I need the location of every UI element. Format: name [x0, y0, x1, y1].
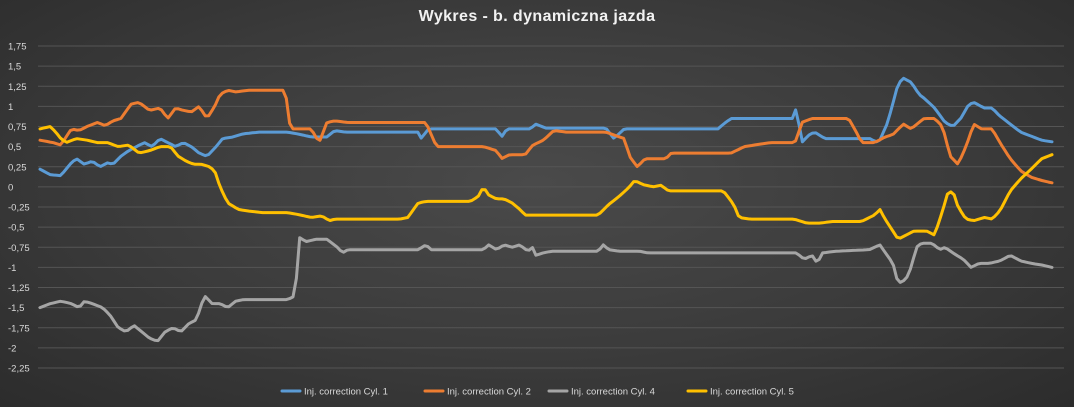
legend-label: Inj. correction Cyl. 4 [571, 387, 655, 398]
y-tick-label: 0,25 [8, 162, 27, 173]
y-tick-label: 1 [8, 102, 13, 113]
legend-label: Inj. correction Cyl. 1 [304, 387, 388, 398]
legend-label: Inj. correction Cyl. 2 [447, 387, 531, 398]
y-tick-label: 1,25 [8, 82, 27, 93]
series-line-cyl-3 [38, 236, 1054, 343]
y-tick-label: -0,25 [8, 203, 30, 214]
series-line-cyl-1 [38, 76, 1054, 178]
y-tick-label: 0 [8, 182, 13, 193]
y-tick-label: 0,75 [8, 122, 27, 133]
legend-label: Inj. correction Cyl. 5 [710, 387, 794, 398]
y-tick-label: -1 [8, 263, 16, 274]
y-tick-label: -0,75 [8, 243, 30, 254]
series-line-cyl-2 [38, 88, 1054, 185]
y-tick-label: -1,5 [8, 303, 24, 314]
y-tick-label: -2,25 [8, 364, 30, 375]
y-tick-label: -1,25 [8, 283, 30, 294]
chart-title: Wykres - b. dynamiczna jazda [418, 8, 656, 25]
y-tick-label: 0,5 [8, 142, 21, 153]
y-tick-label: -1,75 [8, 323, 30, 334]
y-tick-label: -2 [8, 343, 16, 354]
series-line-cyl-4 [38, 125, 1054, 240]
y-tick-label: 1,75 [8, 42, 27, 53]
y-tick-label: -0,5 [8, 223, 24, 234]
y-tick-label: 1,5 [8, 62, 21, 73]
